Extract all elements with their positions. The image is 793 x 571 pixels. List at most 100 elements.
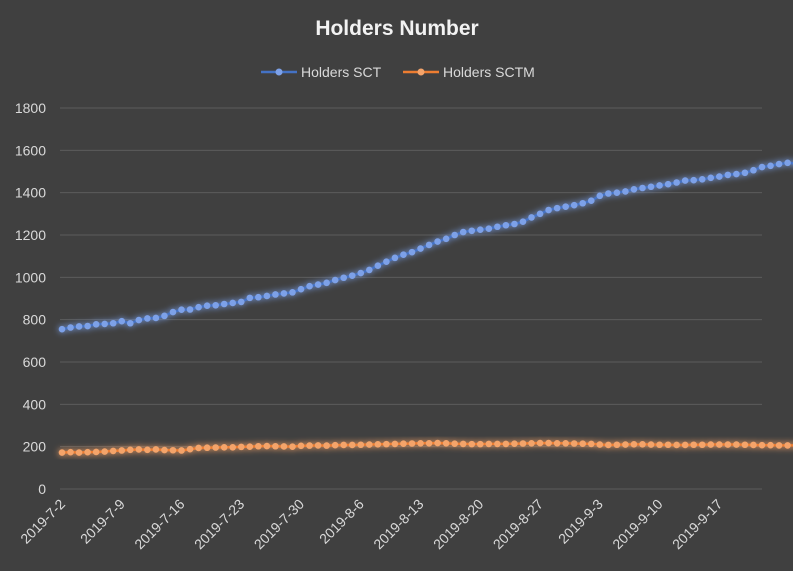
- data-point-holders-sctm-75: [698, 441, 706, 449]
- data-point-holders-sctm-40: [400, 440, 407, 448]
- data-point-holders-sct-50: [485, 225, 493, 232]
- x-tick-label-2019-8-27: 2019-8-27: [490, 496, 547, 553]
- data-point-holders-sctm-32: [331, 441, 339, 449]
- data-point-holders-sct-84: [775, 160, 783, 168]
- data-point-holders-sctm-7: [118, 447, 126, 454]
- data-point-holders-sctm-18: [212, 444, 219, 451]
- y-tick-label-0: 0: [38, 481, 46, 497]
- data-point-holders-sct-29: [306, 282, 313, 290]
- data-point-holders-sct-7: [118, 317, 126, 325]
- data-point-holders-sct-21: [237, 298, 245, 306]
- data-point-holders-sct-82: [758, 163, 766, 171]
- x-tick-label-2019-8-6: 2019-8-6: [316, 496, 367, 547]
- data-point-holders-sctm-68: [639, 441, 646, 448]
- data-point-holders-sctm-72: [673, 441, 680, 449]
- data-point-holders-sctm-15: [186, 445, 194, 453]
- data-point-holders-sct-74: [690, 176, 698, 184]
- data-point-holders-sctm-22: [246, 443, 254, 450]
- x-tick-label-2019-7-2: 2019-7-2: [17, 496, 68, 547]
- data-point-holders-sct-56: [536, 210, 544, 218]
- legend: Holders SCT Holders SCTM: [261, 64, 535, 80]
- data-point-holders-sctm-3: [84, 448, 91, 456]
- data-point-holders-sctm-52: [502, 440, 510, 448]
- data-point-holders-sctm-42: [417, 439, 424, 447]
- data-point-holders-sct-45: [442, 235, 450, 243]
- data-point-holders-sct-6: [109, 319, 117, 327]
- data-point-holders-sct-53: [511, 220, 518, 228]
- data-point-holders-sctm-35: [357, 441, 365, 449]
- data-point-holders-sctm-29: [306, 442, 313, 449]
- data-point-holders-sct-62: [587, 197, 595, 205]
- data-point-holders-sctm-17: [203, 444, 211, 452]
- data-point-holders-sct-25: [272, 291, 279, 298]
- data-point-holders-sctm-50: [485, 440, 493, 448]
- data-point-holders-sctm-54: [519, 440, 527, 447]
- data-point-holders-sct-11: [152, 314, 160, 322]
- data-point-holders-sct-13: [169, 308, 177, 316]
- y-tick-label-1800: 1800: [15, 100, 46, 116]
- series-line-holders-sctm: [61, 441, 793, 454]
- data-point-holders-sctm-62: [587, 440, 595, 448]
- data-point-holders-sctm-69: [647, 441, 655, 448]
- x-tick-label-2019-7-23: 2019-7-23: [191, 496, 248, 553]
- data-point-holders-sctm-5: [101, 448, 108, 455]
- data-point-holders-sct-30: [314, 281, 322, 288]
- data-point-holders-sct-37: [374, 262, 382, 269]
- data-point-holders-sctm-37: [374, 441, 382, 448]
- y-axis: 0 200 400 600 800 1000 1200 1400 1600 1800: [15, 100, 46, 497]
- data-point-holders-sctm-16: [195, 444, 202, 452]
- data-point-holders-sct-20: [229, 299, 237, 307]
- data-point-holders-sct-79: [733, 170, 740, 178]
- data-point-holders-sct-69: [647, 183, 655, 191]
- data-point-holders-sctm-14: [178, 447, 185, 454]
- data-point-holders-sctm-64: [605, 441, 612, 449]
- data-point-holders-sctm-8: [126, 446, 134, 454]
- y-tick-label-1200: 1200: [15, 227, 46, 243]
- data-point-holders-sctm-80: [741, 441, 749, 449]
- x-tick-label-2019-8-20: 2019-8-20: [430, 496, 487, 553]
- data-point-holders-sct-54: [519, 218, 527, 225]
- data-point-holders-sctm-36: [366, 441, 373, 448]
- data-point-holders-sctm-78: [724, 441, 732, 448]
- data-point-holders-sctm-82: [758, 441, 766, 449]
- data-point-holders-sct-39: [391, 254, 399, 262]
- legend-item-holders-sct: Holders SCT: [261, 64, 382, 80]
- data-point-holders-sctm-1: [67, 448, 74, 456]
- series-line-holders-sct: [61, 161, 793, 331]
- data-point-holders-sct-68: [639, 184, 646, 192]
- data-point-holders-sctm-43: [425, 439, 433, 447]
- data-point-holders-sctm-30: [314, 442, 322, 449]
- data-point-holders-sct-70: [656, 182, 663, 189]
- data-point-holders-sct-35: [357, 269, 365, 277]
- data-point-holders-sctm-34: [348, 441, 356, 449]
- data-point-holders-sct-55: [528, 214, 535, 221]
- legend-label-holders-sctm: Holders SCTM: [443, 64, 535, 80]
- legend-marker-holders-sctm: [417, 68, 425, 76]
- data-point-holders-sctm-70: [656, 441, 663, 449]
- data-point-holders-sct-9: [135, 316, 143, 324]
- data-point-holders-sctm-31: [323, 442, 330, 449]
- data-point-holders-sct-14: [178, 306, 185, 314]
- data-point-holders-sct-0: [58, 325, 66, 333]
- data-point-holders-sctm-65: [613, 441, 621, 449]
- y-tick-label-200: 200: [23, 439, 47, 455]
- data-point-holders-sctm-28: [297, 442, 305, 450]
- data-point-holders-sctm-0: [58, 449, 66, 456]
- series-layer: [58, 159, 793, 456]
- data-point-holders-sct-3: [84, 322, 91, 330]
- data-point-holders-sct-80: [741, 169, 749, 177]
- chart-title: Holders Number: [315, 17, 478, 40]
- data-point-holders-sct-78: [724, 171, 732, 179]
- x-tick-label-2019-7-30: 2019-7-30: [251, 496, 308, 553]
- data-point-holders-sctm-55: [528, 439, 535, 447]
- data-point-holders-sct-58: [553, 204, 561, 212]
- data-point-holders-sct-32: [331, 276, 339, 284]
- data-point-holders-sct-23: [255, 293, 262, 301]
- data-point-holders-sct-81: [750, 166, 757, 174]
- data-point-holders-sct-64: [605, 190, 612, 197]
- data-point-holders-sct-27: [289, 289, 296, 296]
- data-point-holders-sct-31: [323, 279, 330, 287]
- series-holders-sctm: [58, 439, 793, 456]
- x-tick-label-2019-7-16: 2019-7-16: [131, 496, 188, 553]
- data-point-holders-sct-83: [767, 162, 774, 170]
